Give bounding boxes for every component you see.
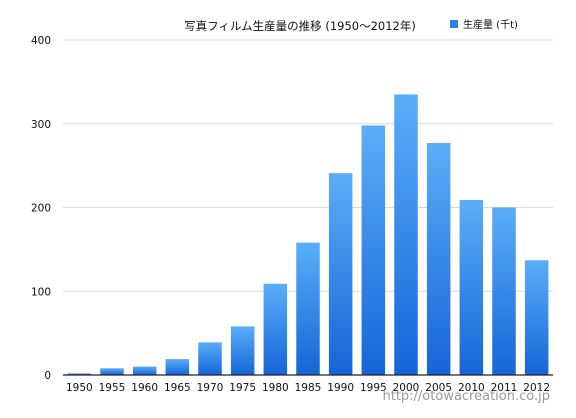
x-tick-label: 2005 [425,382,452,394]
x-tick-label: 1990 [327,382,354,394]
x-tick-label: 2012 [523,382,550,394]
bar [459,199,484,375]
y-tick-label: 0 [44,370,51,382]
chart-title: 写真フィルム生産量の推移 (1950〜2012年) [184,19,416,33]
bar [263,283,288,375]
x-tick-label: 1950 [66,382,93,394]
bar [198,342,222,375]
y-tick-label: 400 [31,35,51,47]
legend: 生産量 (千t) [450,18,518,31]
bar [524,260,549,375]
watermark: http://otowacreation.co.jp [382,389,550,404]
bars [67,94,549,375]
x-tick-label: 1985 [295,382,322,394]
legend-swatch [450,20,458,28]
x-tick-label: 1980 [262,382,289,394]
x-tick-label: 1995 [360,382,387,394]
x-tick-label: 2000 [393,382,420,394]
x-tick-label: 1965 [164,382,191,394]
legend-label: 生産量 (千t) [463,18,518,31]
x-tick-label: 1975 [229,382,256,394]
bar [67,373,92,375]
bar [230,326,255,375]
bar [394,94,418,375]
bar [328,173,353,375]
y-axis-ticks: 0 100 200 300 400 [31,35,51,382]
x-tick-label: 2010 [458,382,485,394]
x-tick-label: 1970 [197,382,224,394]
bar [132,366,157,375]
bar [426,143,451,375]
bar [100,368,124,375]
bar [296,242,320,375]
bar [165,359,190,375]
x-tick-label: 2011 [491,382,518,394]
bar [492,207,516,375]
y-tick-label: 200 [31,203,51,215]
x-tick-label: 1955 [99,382,126,394]
bar [361,125,386,375]
y-tick-label: 300 [31,119,51,131]
x-tick-label: 1960 [131,382,158,394]
x-axis-ticks: 1950 1955 1960 1965 1970 1975 1980 1985 1990 1995… [66,382,550,394]
y-tick-label: 100 [31,286,51,298]
